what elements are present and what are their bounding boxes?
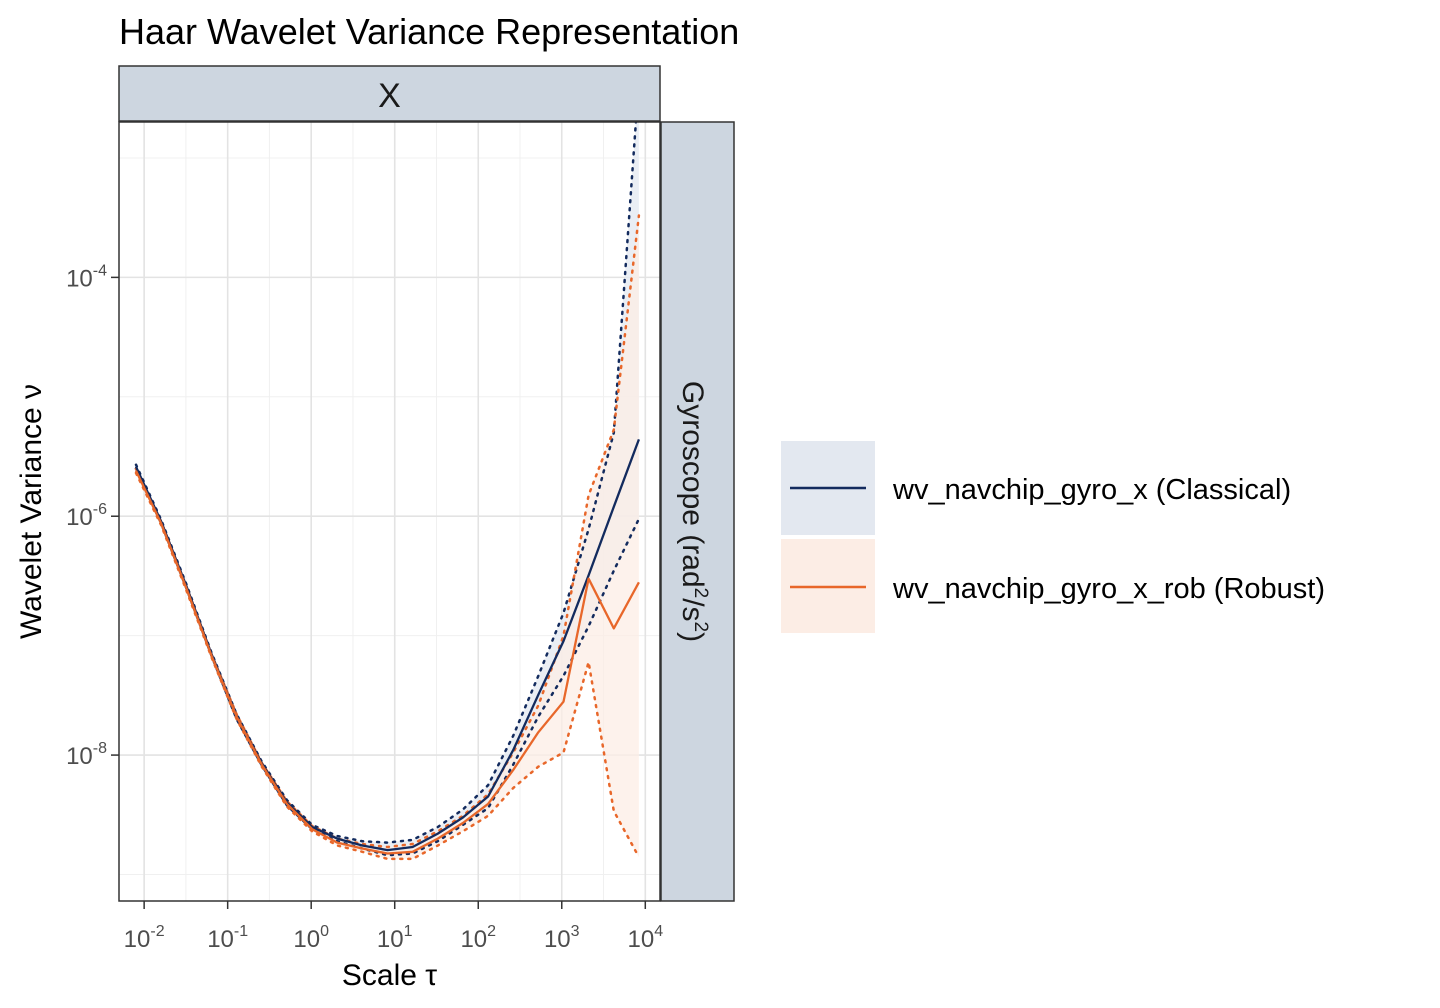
facet-strip-top-label: X xyxy=(378,77,401,115)
legend: wv_navchip_gyro_x (Classical) wv_navchip… xyxy=(781,441,1325,633)
y-tick-label: 10-4 xyxy=(66,262,107,292)
x-tick-label: 10-1 xyxy=(207,923,248,953)
plot-panel-border xyxy=(118,121,661,902)
facet-strip-right-label: Gyroscope (rad2/s2) xyxy=(676,381,711,642)
ci-lower-line-1 xyxy=(134,471,641,861)
y-tick-label: 10-8 xyxy=(66,740,107,770)
y-tick-label: 10-6 xyxy=(66,501,107,531)
ci-upper-line-1 xyxy=(134,214,641,849)
y-axis: 10-8 10-6 10-4 xyxy=(66,262,119,770)
x-axis-title: Scale τ xyxy=(342,959,437,992)
grid-major xyxy=(119,122,660,901)
x-tick-label: 100 xyxy=(293,923,329,953)
x-tick-label: 102 xyxy=(460,923,496,953)
plot-panel-background xyxy=(119,122,660,901)
x-tick-label: 101 xyxy=(377,923,413,953)
legend-label-classical: wv_navchip_gyro_x (Classical) xyxy=(892,474,1291,506)
chart-title: Haar Wavelet Variance Representation xyxy=(119,11,739,52)
facet-strip-top xyxy=(118,65,661,122)
series-line-1 xyxy=(134,470,640,855)
series-lines xyxy=(134,78,641,861)
legend-label-robust: wv_navchip_gyro_x_rob (Robust) xyxy=(892,573,1325,605)
x-tick-label: 10-2 xyxy=(124,923,165,953)
facet-strip-right xyxy=(660,121,735,902)
y-axis-title: Wavelet Variance ν xyxy=(15,384,48,639)
x-tick-label: 104 xyxy=(627,923,663,953)
x-tick-label: 103 xyxy=(544,923,580,953)
x-axis: 10-2 10-1 100 101 102 103 104 xyxy=(124,901,663,953)
